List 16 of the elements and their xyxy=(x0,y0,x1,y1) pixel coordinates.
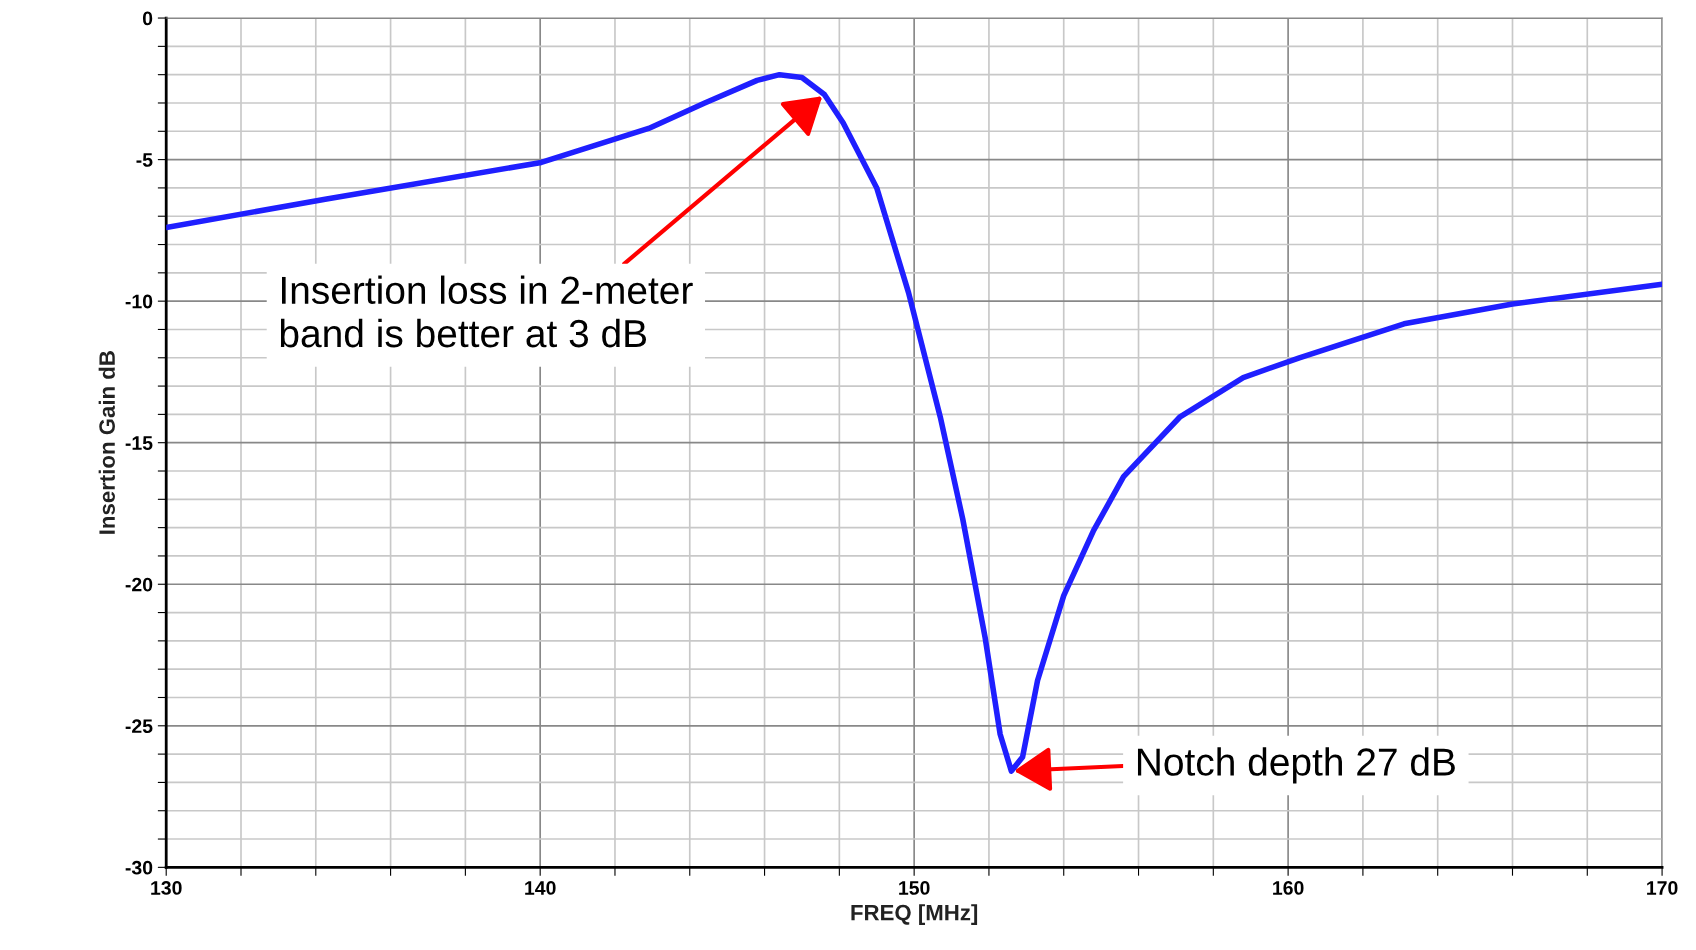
x-tick-label: 160 xyxy=(1273,881,1304,895)
y-tick-label: -25 xyxy=(125,719,153,734)
y-axis-title: Insertion Gain dB xyxy=(98,351,115,534)
x-tick-label: 140 xyxy=(525,881,556,895)
y-tick-label: -15 xyxy=(125,436,153,450)
y-tick-label: 0 xyxy=(142,11,153,26)
x-axis-title: FREQ [MHz] xyxy=(851,904,978,925)
x-tick-label: 150 xyxy=(899,881,930,895)
y-tick-label: -5 xyxy=(136,153,153,167)
annotation: Insertion loss in 2-meter band is better at 3 dB xyxy=(280,275,693,348)
annotation: Notch depth 27 dB xyxy=(1137,747,1455,784)
y-tick-label: -30 xyxy=(125,860,153,875)
x-tick-label: 170 xyxy=(1647,881,1678,895)
x-tick-label: 130 xyxy=(151,881,182,895)
y-tick-label: -20 xyxy=(125,577,153,592)
y-tick-label: -10 xyxy=(125,294,153,309)
